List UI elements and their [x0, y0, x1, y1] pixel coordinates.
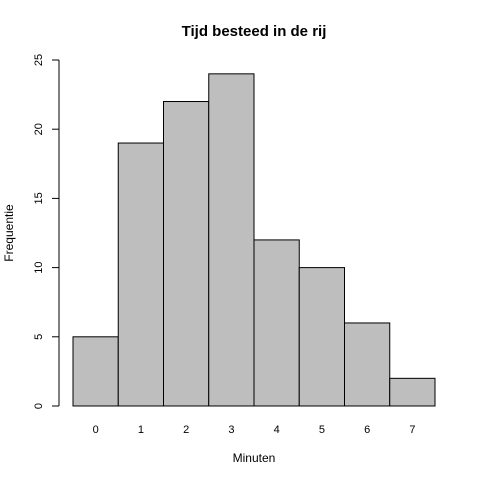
x-axis-ticks: 0 1 2 3 4 5 6 7: [93, 424, 416, 436]
y-axis-label: Frequentie: [2, 204, 16, 262]
bar-5: [298, 267, 345, 407]
y-tick-label: 25: [33, 54, 45, 66]
x-tick-label: 4: [274, 424, 280, 436]
bar-0: [72, 336, 119, 407]
x-tick-label: 2: [183, 424, 189, 436]
y-tick-label: 15: [33, 192, 45, 204]
bar-1: [117, 142, 164, 407]
bar-3: [208, 73, 255, 407]
chart-title: Tijd besteed in de rij: [182, 23, 327, 40]
y-axis: 0 5 10 15 20 25: [33, 54, 60, 409]
bar-7: [389, 377, 436, 407]
x-tick-label: 1: [138, 424, 144, 436]
x-tick-label: 5: [319, 424, 325, 436]
x-axis-label: Minuten: [233, 451, 276, 465]
bar-4: [253, 239, 300, 407]
y-tick-label: 10: [33, 261, 45, 273]
x-tick-label: 7: [409, 424, 415, 436]
bar-2: [163, 101, 210, 407]
x-tick-label: 6: [364, 424, 370, 436]
x-tick-label: 0: [93, 424, 99, 436]
y-tick-label: 20: [33, 123, 45, 135]
bars-group: [72, 73, 436, 407]
y-tick-label: 5: [33, 334, 45, 340]
y-tick-label: 0: [33, 403, 45, 409]
x-tick-label: 3: [228, 424, 234, 436]
bar-6: [344, 322, 391, 407]
